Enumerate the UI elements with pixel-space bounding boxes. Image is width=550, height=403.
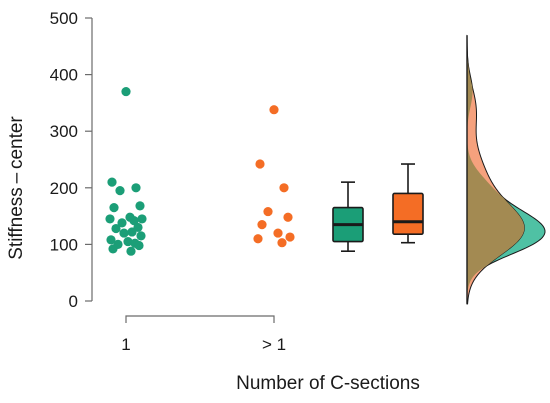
data-point [126, 246, 136, 256]
x-axis-title: Number of C-sections [236, 373, 420, 394]
data-point [105, 214, 115, 224]
box-body [392, 192, 424, 236]
data-point [123, 236, 133, 247]
y-tick-label: 300 [50, 122, 78, 141]
x-tick-label: > 1 [262, 335, 286, 354]
data-point [115, 186, 125, 196]
data-point [107, 177, 117, 187]
x-tick-label: 1 [121, 335, 130, 354]
data-point [127, 227, 137, 237]
data-point [273, 228, 283, 238]
data-point [257, 219, 267, 230]
data-point [269, 105, 279, 115]
y-tick-label: 100 [50, 235, 78, 254]
y-tick-label: 400 [50, 66, 78, 85]
y-axis-title: Stiffness – center [6, 116, 27, 260]
data-point [131, 183, 141, 193]
y-tick-label: 0 [69, 292, 78, 311]
x-axis: 1 > 1 [121, 315, 286, 354]
y-tick-label: 200 [50, 179, 78, 198]
data-point [285, 232, 295, 242]
data-point [129, 216, 139, 226]
points-layer [105, 86, 295, 256]
y-tick-label: 500 [50, 9, 78, 28]
data-point [111, 223, 121, 234]
data-point [283, 212, 293, 222]
data-point [137, 214, 147, 224]
data-point [119, 228, 129, 238]
data-point [134, 240, 144, 251]
data-point [136, 231, 146, 241]
data-point [121, 86, 131, 97]
boxplot-layer [332, 163, 424, 252]
data-point [279, 183, 289, 193]
data-point [117, 218, 127, 228]
density-layer [466, 34, 546, 305]
data-point [263, 206, 273, 217]
density-overlap [467, 35, 525, 304]
x-axis-line [125, 315, 275, 323]
data-point [106, 235, 116, 245]
data-point [109, 203, 119, 213]
data-point [108, 244, 118, 254]
y-axis: 0 100 200 300 400 500 [50, 9, 93, 311]
data-point [277, 238, 287, 248]
data-point [135, 201, 145, 211]
data-point [253, 234, 263, 244]
data-point [255, 159, 265, 169]
